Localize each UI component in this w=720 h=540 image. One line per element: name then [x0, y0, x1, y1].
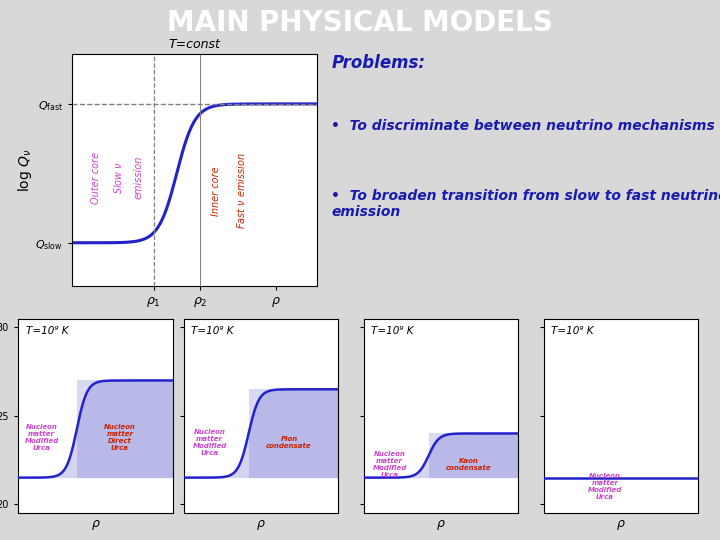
Text: Nucleon
matter
Modified
Urca: Nucleon matter Modified Urca — [192, 429, 227, 456]
Text: Fast $\nu$ emission: Fast $\nu$ emission — [235, 152, 247, 229]
Text: Outer core: Outer core — [91, 152, 102, 204]
Text: Problems:: Problems: — [331, 54, 426, 72]
Y-axis label: $\log\,Q_\nu$: $\log\,Q_\nu$ — [16, 148, 34, 192]
Text: •  To discriminate between neutrino mechanisms: • To discriminate between neutrino mecha… — [331, 119, 715, 133]
Text: T=10⁹ K: T=10⁹ K — [372, 326, 414, 336]
Text: •  To broaden transition from slow to fast neutrino
emission: • To broaden transition from slow to fas… — [331, 188, 720, 219]
Text: T=10⁹ K: T=10⁹ K — [552, 326, 594, 336]
Text: Inner core: Inner core — [211, 166, 221, 215]
Text: T=10⁹ K: T=10⁹ K — [192, 326, 234, 336]
Text: Nucleon
matter
Modified
Urca: Nucleon matter Modified Urca — [372, 451, 407, 478]
Text: emission: emission — [134, 156, 144, 199]
Text: Nucleon
matter
Direct
Urca: Nucleon matter Direct Urca — [104, 424, 136, 451]
Text: Pion
condensate: Pion condensate — [266, 436, 312, 449]
Text: Nucleon
matter
Modified
Urca: Nucleon matter Modified Urca — [588, 473, 622, 500]
Text: Nucleon
matter
Modified
Urca: Nucleon matter Modified Urca — [24, 424, 58, 451]
Text: Slow $\nu$: Slow $\nu$ — [112, 161, 125, 194]
Text: T=10⁹ K: T=10⁹ K — [26, 326, 68, 336]
Text: MAIN PHYSICAL MODELS: MAIN PHYSICAL MODELS — [167, 9, 553, 37]
Text: Kaon
condensate: Kaon condensate — [446, 458, 492, 471]
Title: T=const: T=const — [168, 38, 220, 51]
